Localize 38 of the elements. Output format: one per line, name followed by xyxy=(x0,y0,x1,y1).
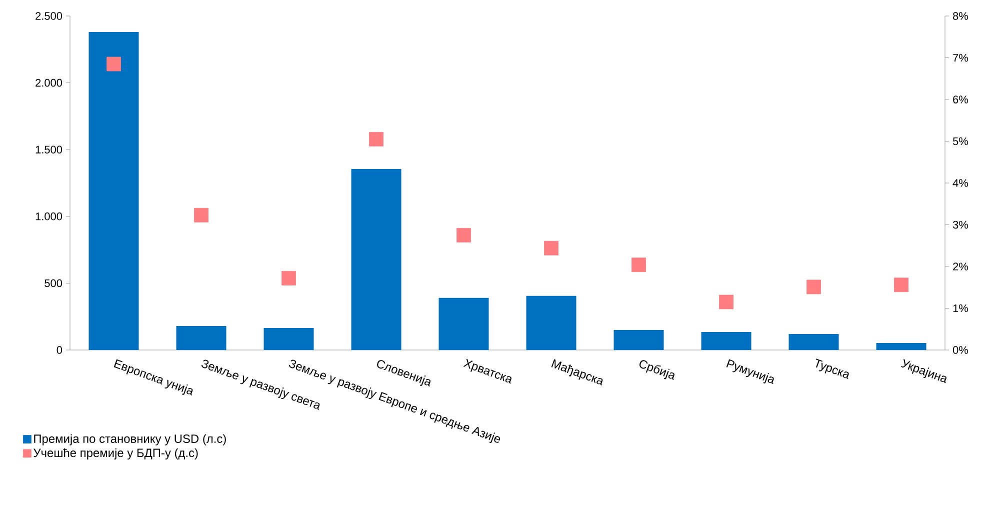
point xyxy=(456,228,471,242)
bar xyxy=(351,168,402,350)
y2-tick-label: 6% xyxy=(953,96,968,104)
legend-label: Учешће премије у БДП-у (д.с) xyxy=(34,448,198,460)
point xyxy=(544,240,558,256)
bar xyxy=(788,334,839,350)
y2-tick-label: 8% xyxy=(953,12,968,20)
x-tick-label: Србија xyxy=(639,360,674,380)
y-tick-label: 1.000 xyxy=(36,212,62,220)
y-tick-label: 2.500 xyxy=(36,12,62,20)
y-tick-label: 500 xyxy=(44,279,62,288)
y2-tick-label: 4% xyxy=(952,179,968,187)
bar xyxy=(438,298,489,350)
point xyxy=(894,278,908,292)
bar xyxy=(176,326,226,350)
legend-label: Премија по становнику у USD (л.с) xyxy=(34,434,226,446)
point xyxy=(282,270,296,286)
point xyxy=(106,56,121,72)
y-tick-label: 1.500 xyxy=(36,146,62,154)
y-tick-label: 0 xyxy=(56,346,62,354)
bar xyxy=(701,332,752,350)
bar xyxy=(876,343,926,350)
bar xyxy=(614,330,664,350)
point xyxy=(806,280,821,294)
point xyxy=(719,294,734,310)
bar xyxy=(264,328,314,350)
y-tick-label: 2.000 xyxy=(36,78,62,87)
bar xyxy=(526,296,576,350)
point xyxy=(369,132,384,146)
y2-tick-label: 1% xyxy=(953,304,968,312)
y2-tick-label: 0% xyxy=(952,346,968,354)
y2-tick-label: 2% xyxy=(953,262,968,270)
bar xyxy=(88,32,139,350)
point xyxy=(632,258,646,272)
point xyxy=(194,208,208,222)
y2-tick-label: 5% xyxy=(952,137,968,146)
y2-tick-label: 3% xyxy=(952,220,968,229)
y2-tick-label: 7% xyxy=(953,54,968,62)
